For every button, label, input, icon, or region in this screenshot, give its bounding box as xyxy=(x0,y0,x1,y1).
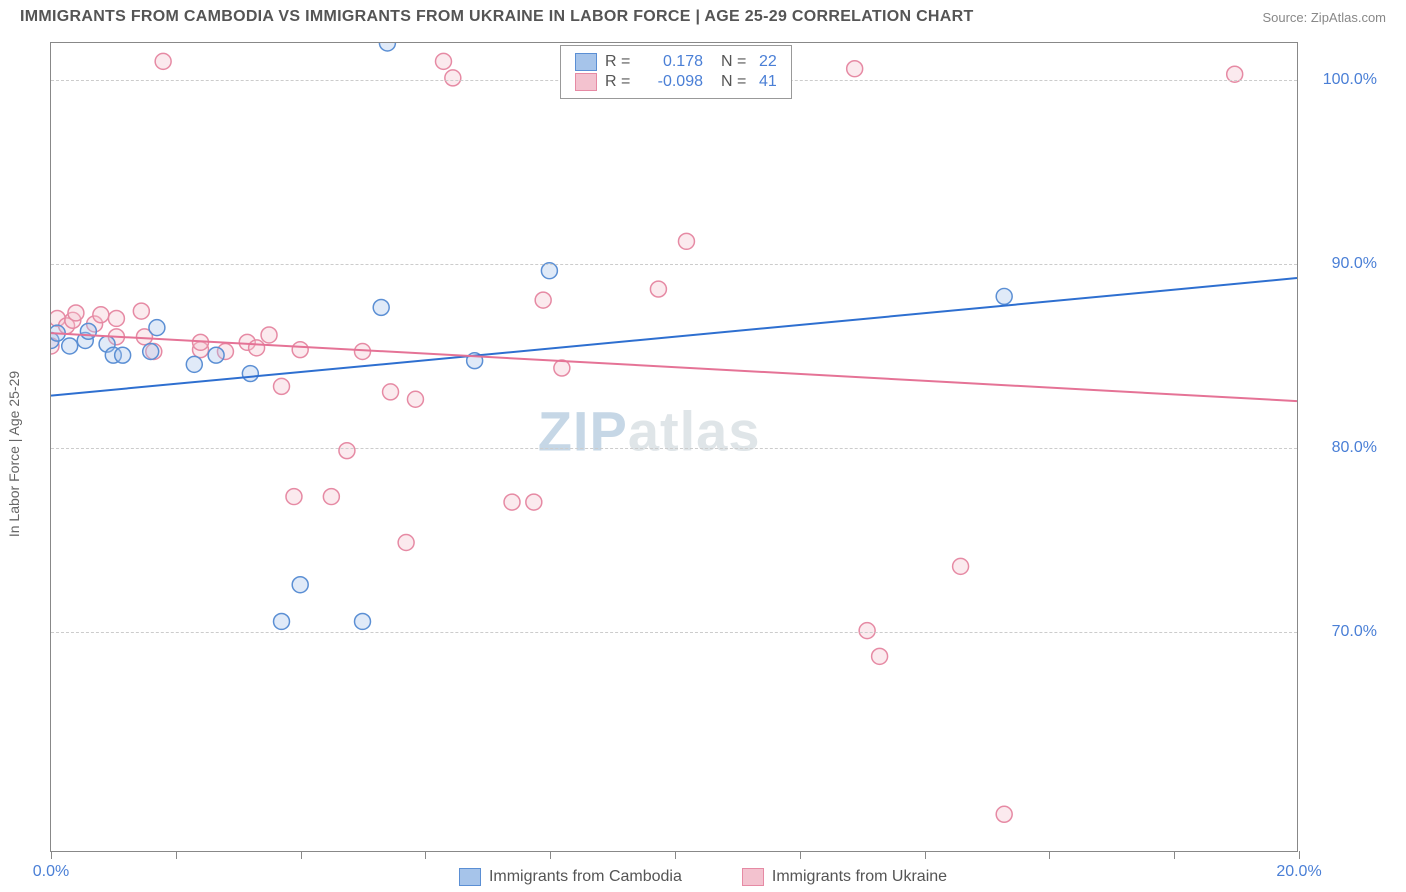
legend-item: Immigrants from Cambodia xyxy=(459,868,682,886)
legend-label: Immigrants from Cambodia xyxy=(489,868,682,886)
y-tick-label: 70.0% xyxy=(1307,623,1377,641)
y-tick-label: 100.0% xyxy=(1307,71,1377,89)
data-point xyxy=(996,806,1012,822)
data-point xyxy=(355,344,371,360)
data-point xyxy=(115,347,131,363)
data-point xyxy=(249,340,265,356)
gridline xyxy=(51,448,1297,449)
page-title: IMMIGRANTS FROM CAMBODIA VS IMMIGRANTS F… xyxy=(20,8,974,26)
legend-swatch xyxy=(575,73,597,91)
data-point xyxy=(108,310,124,326)
data-point xyxy=(292,577,308,593)
y-axis-label: In Labor Force | Age 25-29 xyxy=(6,371,22,537)
data-point xyxy=(398,535,414,551)
data-point xyxy=(143,344,159,360)
data-point xyxy=(186,356,202,372)
data-point xyxy=(526,494,542,510)
n-value: 22 xyxy=(759,53,777,71)
x-tick xyxy=(51,851,52,859)
data-point xyxy=(242,366,258,382)
data-point xyxy=(286,489,302,505)
data-point xyxy=(208,347,224,363)
legend-swatch xyxy=(575,53,597,71)
series-legend: Immigrants from Cambodia Immigrants from… xyxy=(0,868,1406,886)
r-value: -0.098 xyxy=(643,73,703,91)
x-tick xyxy=(675,851,676,859)
data-point xyxy=(379,43,395,51)
r-value: 0.178 xyxy=(643,53,703,71)
x-tick xyxy=(800,851,801,859)
data-point xyxy=(541,263,557,279)
data-point xyxy=(535,292,551,308)
data-point xyxy=(68,305,84,321)
data-point xyxy=(80,323,96,339)
x-tick xyxy=(301,851,302,859)
y-tick-label: 90.0% xyxy=(1307,255,1377,273)
x-tick xyxy=(1049,851,1050,859)
data-point xyxy=(339,443,355,459)
data-point xyxy=(323,489,339,505)
correlation-legend: R = 0.178 N = 22 R = -0.098 N = 41 xyxy=(560,45,792,99)
data-point xyxy=(355,613,371,629)
n-label: N = xyxy=(721,53,751,71)
data-point xyxy=(953,558,969,574)
source-label: Source: ZipAtlas.com xyxy=(1262,10,1386,25)
data-point xyxy=(93,307,109,323)
gridline xyxy=(51,632,1297,633)
data-point xyxy=(373,299,389,315)
legend-swatch xyxy=(742,868,764,886)
data-point xyxy=(274,378,290,394)
data-point xyxy=(554,360,570,376)
r-label: R = xyxy=(605,73,635,91)
legend-item: Immigrants from Ukraine xyxy=(742,868,947,886)
x-tick xyxy=(176,851,177,859)
x-tick xyxy=(925,851,926,859)
data-point xyxy=(149,320,165,336)
data-point xyxy=(155,53,171,69)
n-label: N = xyxy=(721,73,751,91)
data-point xyxy=(436,53,452,69)
x-tick xyxy=(1174,851,1175,859)
data-point xyxy=(261,327,277,343)
trend-line xyxy=(51,333,1297,401)
r-label: R = xyxy=(605,53,635,71)
x-tick xyxy=(1299,851,1300,859)
trend-line xyxy=(51,278,1297,396)
legend-label: Immigrants from Ukraine xyxy=(772,868,947,886)
data-point xyxy=(859,623,875,639)
gridline xyxy=(51,264,1297,265)
legend-row: R = 0.178 N = 22 xyxy=(575,52,777,72)
data-point xyxy=(678,233,694,249)
data-point xyxy=(274,613,290,629)
x-tick xyxy=(550,851,551,859)
data-point xyxy=(504,494,520,510)
data-point xyxy=(847,61,863,77)
scatter-plot xyxy=(51,43,1297,851)
data-point xyxy=(872,648,888,664)
data-point xyxy=(650,281,666,297)
x-tick xyxy=(425,851,426,859)
chart-area: ZIPatlas 70.0%80.0%90.0%100.0%0.0%20.0% xyxy=(50,42,1298,852)
data-point xyxy=(133,303,149,319)
data-point xyxy=(445,70,461,86)
data-point xyxy=(383,384,399,400)
data-point xyxy=(292,342,308,358)
data-point xyxy=(62,338,78,354)
y-tick-label: 80.0% xyxy=(1307,439,1377,457)
legend-row: R = -0.098 N = 41 xyxy=(575,72,777,92)
data-point xyxy=(996,288,1012,304)
legend-swatch xyxy=(459,868,481,886)
data-point xyxy=(407,391,423,407)
n-value: 41 xyxy=(759,73,777,91)
